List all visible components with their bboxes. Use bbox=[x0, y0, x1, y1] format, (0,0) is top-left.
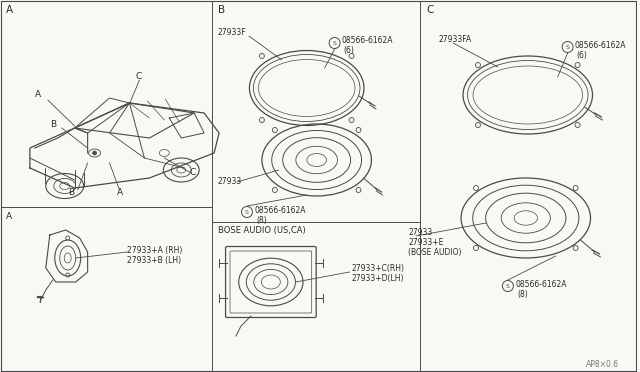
Text: (6): (6) bbox=[576, 51, 587, 60]
Text: C: C bbox=[136, 72, 141, 81]
Text: A: A bbox=[6, 5, 13, 15]
Circle shape bbox=[93, 151, 97, 155]
Text: B: B bbox=[68, 188, 74, 197]
Text: A: A bbox=[6, 212, 12, 221]
Text: 27933: 27933 bbox=[217, 177, 241, 186]
Text: 27933+E: 27933+E bbox=[408, 238, 444, 247]
Text: (8): (8) bbox=[257, 216, 268, 225]
Text: 08566-6162A: 08566-6162A bbox=[516, 280, 567, 289]
Text: (BOSE AUDIO): (BOSE AUDIO) bbox=[408, 248, 462, 257]
Text: B: B bbox=[50, 120, 56, 129]
Text: 27933+A (RH): 27933+A (RH) bbox=[127, 246, 183, 255]
Text: (8): (8) bbox=[517, 290, 528, 299]
Text: A: A bbox=[35, 90, 41, 99]
Text: S: S bbox=[566, 45, 570, 49]
Text: 08566-6162A: 08566-6162A bbox=[255, 206, 307, 215]
Text: AP8×0.6: AP8×0.6 bbox=[586, 360, 619, 369]
Text: B: B bbox=[218, 5, 225, 15]
Text: BOSE AUDIO (US,CA): BOSE AUDIO (US,CA) bbox=[218, 226, 306, 235]
Text: S: S bbox=[506, 283, 510, 289]
Text: 08566-6162A: 08566-6162A bbox=[342, 36, 393, 45]
Text: 27933FA: 27933FA bbox=[438, 35, 471, 44]
Text: A: A bbox=[116, 188, 123, 197]
Text: 27933: 27933 bbox=[408, 228, 433, 237]
Text: (6): (6) bbox=[343, 46, 354, 55]
Text: S: S bbox=[333, 41, 337, 45]
Text: 27933+C(RH): 27933+C(RH) bbox=[351, 264, 404, 273]
Text: S: S bbox=[245, 209, 249, 215]
Text: 27933+B (LH): 27933+B (LH) bbox=[127, 256, 182, 265]
Text: 27933+D(LH): 27933+D(LH) bbox=[351, 274, 404, 283]
Text: C: C bbox=[426, 5, 433, 15]
Text: C: C bbox=[189, 168, 195, 177]
Text: 08566-6162A: 08566-6162A bbox=[575, 41, 626, 50]
Text: 27933F: 27933F bbox=[217, 28, 246, 37]
